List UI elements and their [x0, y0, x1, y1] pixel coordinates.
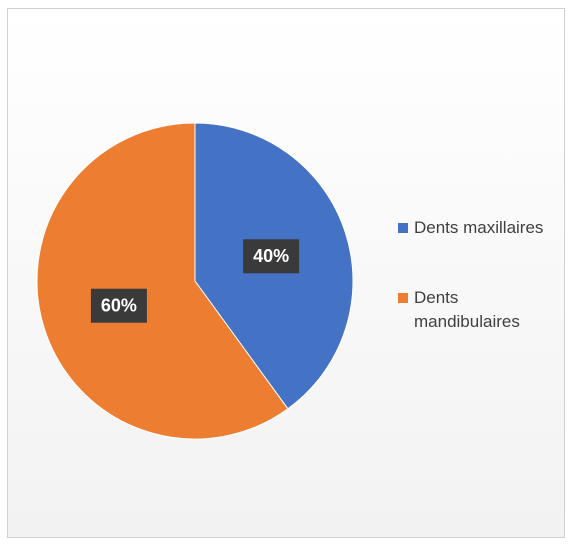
- data-label: 40%: [253, 246, 289, 266]
- legend-item: Dents mandibulaires: [398, 286, 558, 334]
- pie-slice: [36, 122, 289, 440]
- label-box: [243, 239, 300, 274]
- label-box: [90, 288, 147, 323]
- legend-label: Dents mandibulaires: [414, 288, 520, 331]
- legend-swatch: [398, 223, 408, 233]
- legend-label: Dents maxillaires: [414, 218, 544, 237]
- legend-swatch: [398, 293, 408, 303]
- data-label: 60%: [101, 295, 137, 315]
- legend-item: Dents maxillaires: [398, 216, 558, 240]
